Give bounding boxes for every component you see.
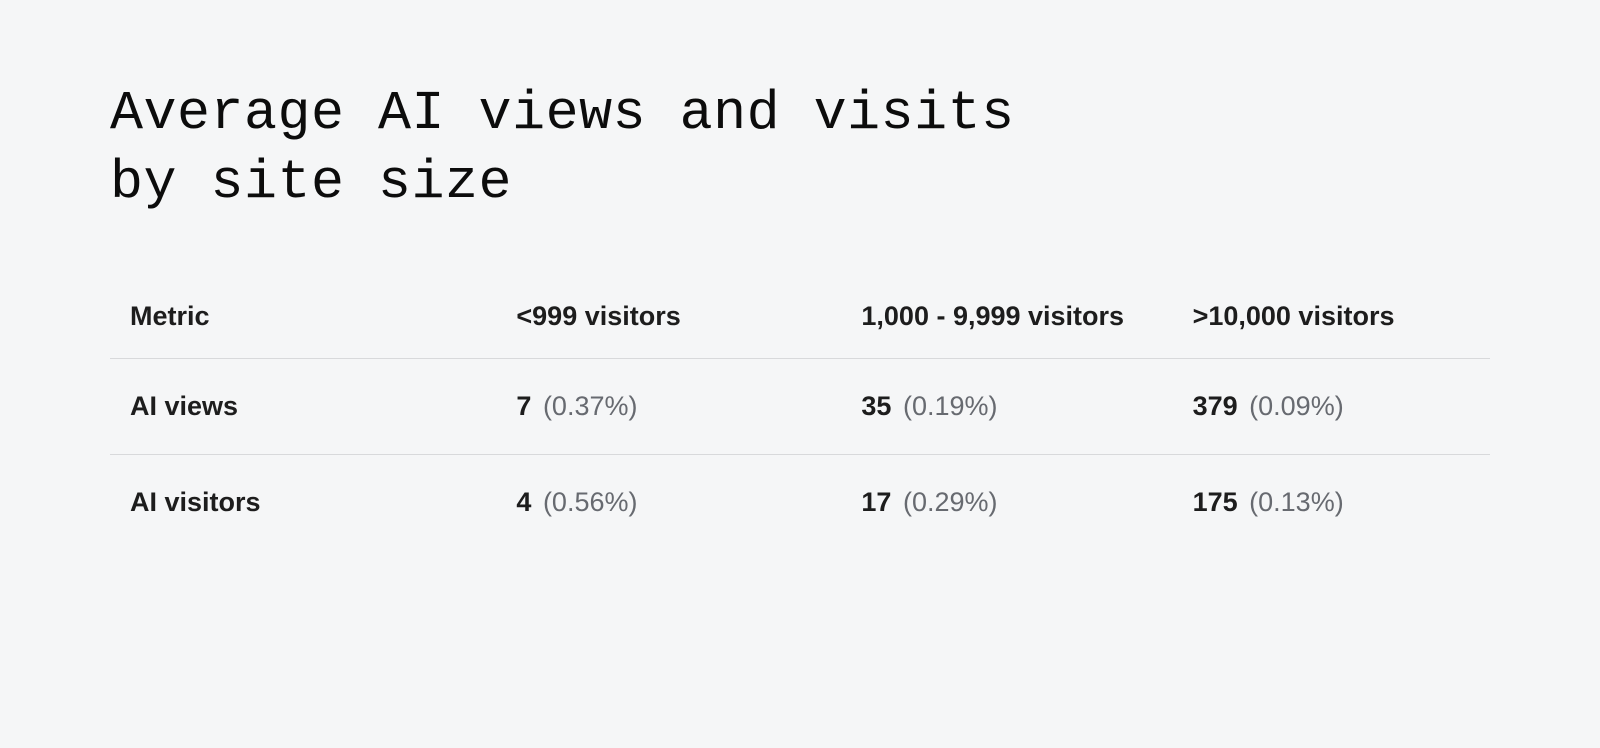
table-row: AI visitors 4 (0.56%) 17 (0.29%) 175 (0.… bbox=[110, 455, 1490, 551]
value-number: 4 bbox=[516, 487, 531, 517]
metrics-table: Metric <999 visitors 1,000 - 9,999 visit… bbox=[110, 278, 1490, 551]
table-header-row: Metric <999 visitors 1,000 - 9,999 visit… bbox=[110, 278, 1490, 359]
value-number: 379 bbox=[1193, 391, 1238, 421]
value-pct: (0.29%) bbox=[903, 487, 998, 517]
cell-value: 175 (0.13%) bbox=[1173, 455, 1490, 551]
col-header-bucket-c: >10,000 visitors bbox=[1173, 278, 1490, 359]
cell-value: 4 (0.56%) bbox=[496, 455, 841, 551]
value-number: 35 bbox=[861, 391, 891, 421]
value-number: 175 bbox=[1193, 487, 1238, 517]
metric-name: AI visitors bbox=[110, 455, 496, 551]
value-number: 17 bbox=[861, 487, 891, 517]
value-pct: (0.19%) bbox=[903, 391, 998, 421]
col-header-metric: Metric bbox=[110, 278, 496, 359]
table-row: AI views 7 (0.37%) 35 (0.19%) 379 (0.09%… bbox=[110, 358, 1490, 454]
value-number: 7 bbox=[516, 391, 531, 421]
value-pct: (0.09%) bbox=[1249, 391, 1344, 421]
cell-value: 17 (0.29%) bbox=[841, 455, 1172, 551]
cell-value: 7 (0.37%) bbox=[496, 358, 841, 454]
page-title: Average AI views and visits by site size bbox=[110, 80, 1490, 218]
cell-value: 35 (0.19%) bbox=[841, 358, 1172, 454]
value-pct: (0.13%) bbox=[1249, 487, 1344, 517]
col-header-bucket-a: <999 visitors bbox=[496, 278, 841, 359]
title-line-2: by site size bbox=[110, 151, 512, 214]
cell-value: 379 (0.09%) bbox=[1173, 358, 1490, 454]
metric-name: AI views bbox=[110, 358, 496, 454]
value-pct: (0.56%) bbox=[543, 487, 638, 517]
title-line-1: Average AI views and visits bbox=[110, 82, 1015, 145]
value-pct: (0.37%) bbox=[543, 391, 638, 421]
col-header-bucket-b: 1,000 - 9,999 visitors bbox=[841, 278, 1172, 359]
